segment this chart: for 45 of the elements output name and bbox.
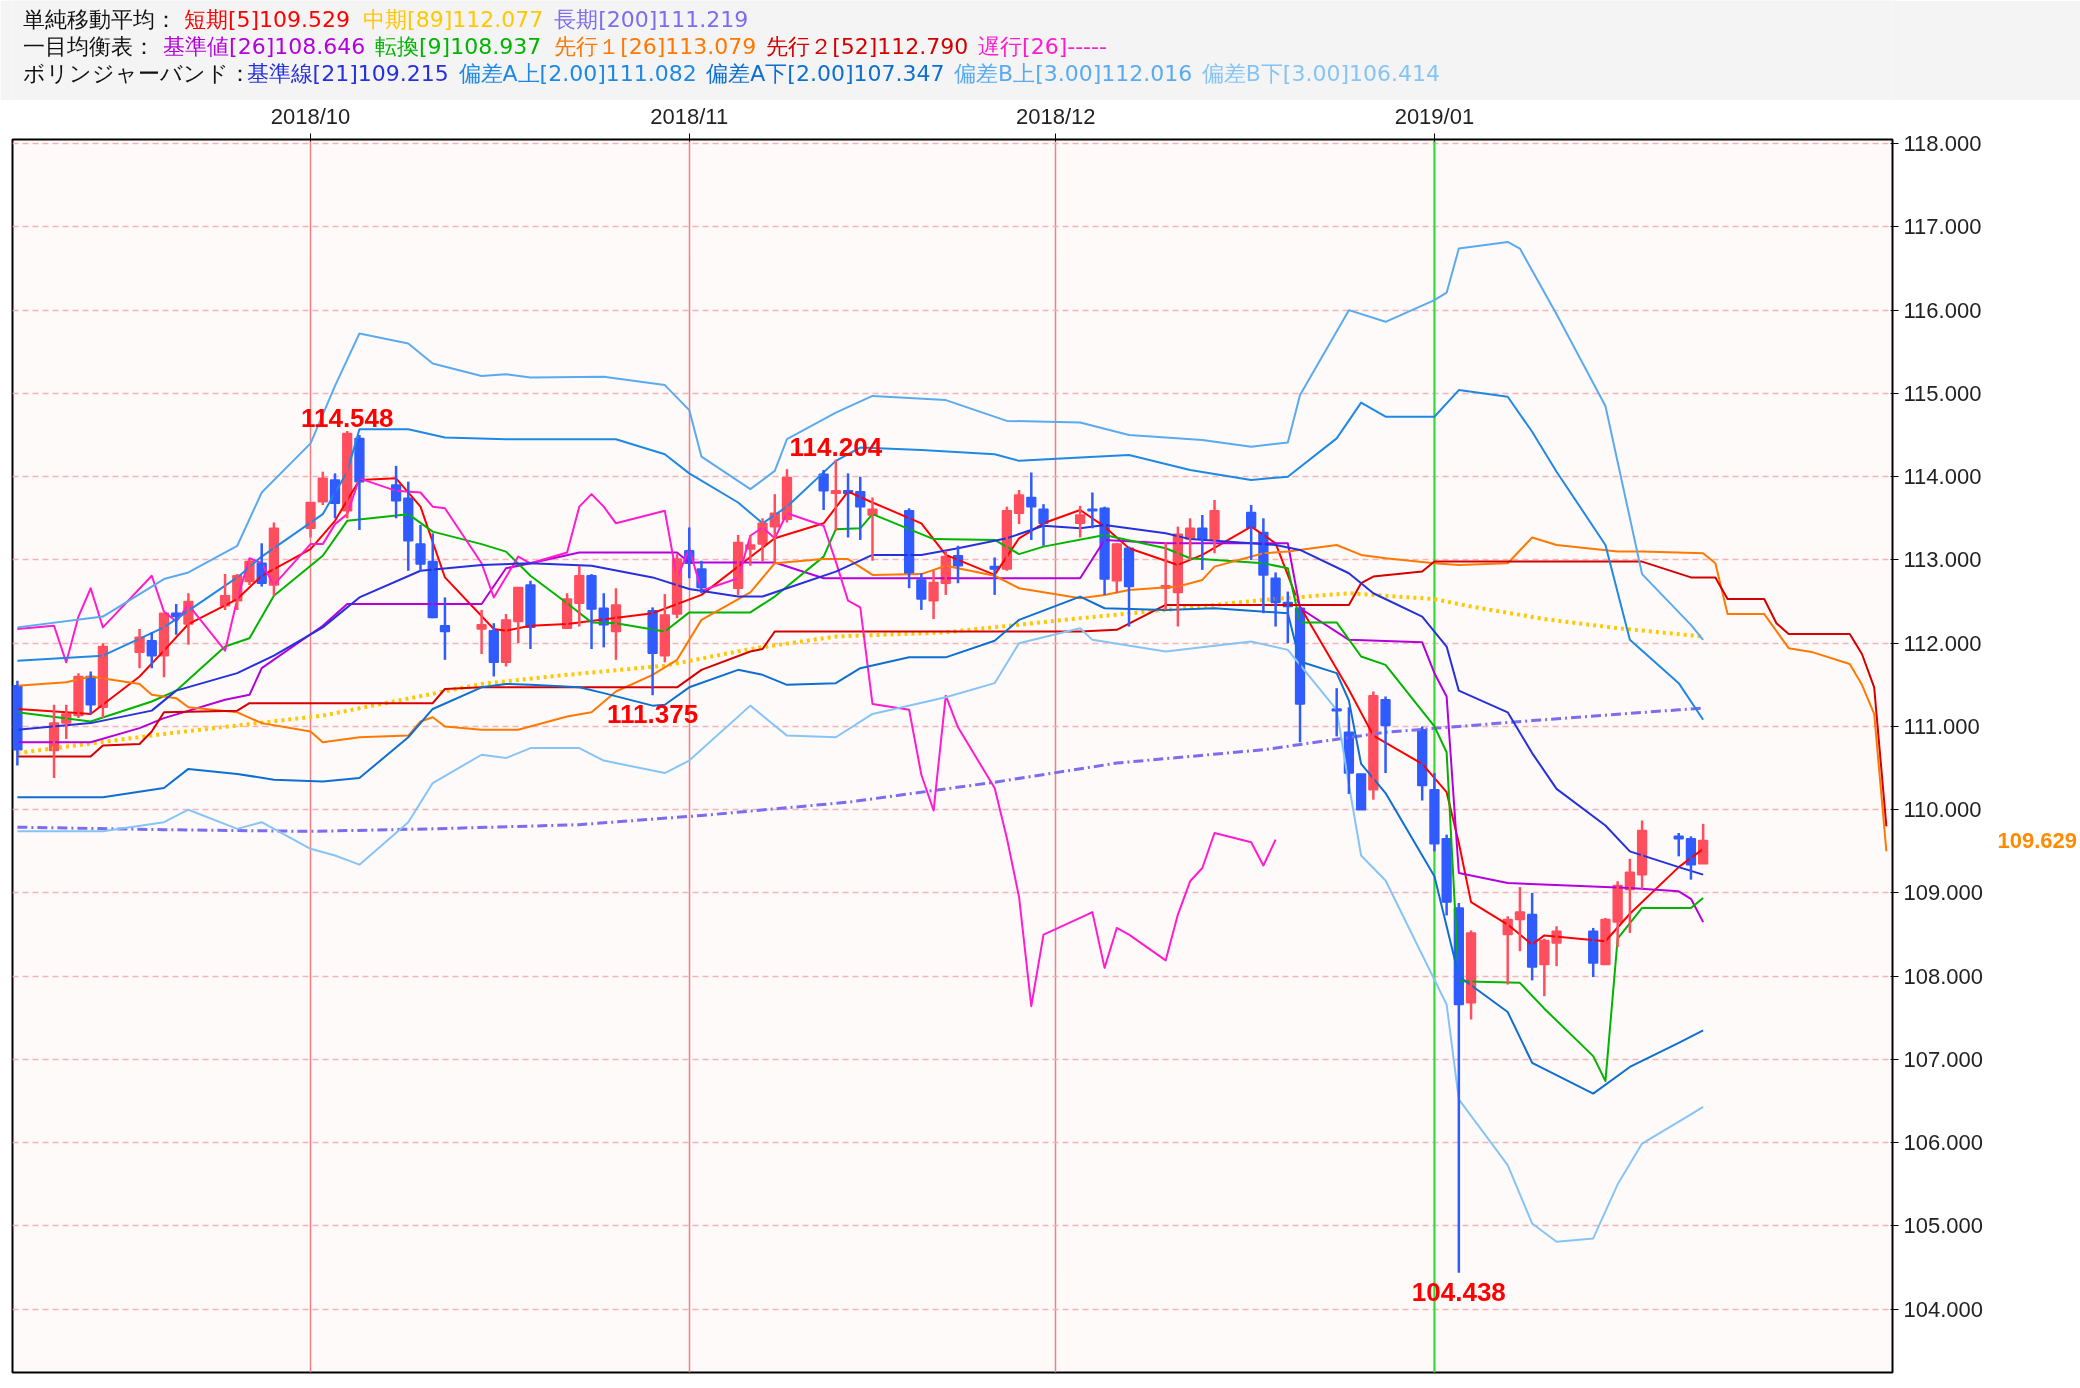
text: 一目均衡表： bbox=[23, 34, 156, 59]
line-series bbox=[16, 389, 1705, 721]
annotation: 111.375 bbox=[607, 699, 699, 730]
text: 偏差B上[3.00]112.016 bbox=[954, 61, 1193, 86]
y-tick-label: 112.000 bbox=[1903, 630, 1982, 656]
line-series bbox=[16, 477, 1277, 1008]
text: 中期[89]112.077 bbox=[363, 7, 544, 32]
annotation: 114.204 bbox=[789, 431, 883, 462]
line-series bbox=[16, 595, 1705, 1095]
y-tick-label: 110.000 bbox=[1903, 797, 1982, 823]
text: 遅行[26]----- bbox=[978, 34, 1107, 59]
y-tick-label: 115.000 bbox=[1903, 380, 1982, 406]
y-tick-label: 104.000 bbox=[1903, 1296, 1984, 1322]
y-tick-label: 116.000 bbox=[1903, 297, 1982, 323]
x-tick-label: 2018/10 bbox=[270, 103, 351, 129]
y-tick-label: 106.000 bbox=[1903, 1130, 1984, 1156]
text: 偏差A下[2.00]107.347 bbox=[706, 61, 945, 86]
text: 基準値[26]108.646 bbox=[163, 34, 366, 59]
y-tick-label: 114.000 bbox=[1903, 464, 1982, 490]
x-tick-label: 2018/11 bbox=[650, 103, 729, 129]
y-tick-label: 118.000 bbox=[1903, 131, 1982, 157]
text: 転換[9]108.937 bbox=[375, 34, 542, 59]
x-tick-label: 2018/12 bbox=[1015, 103, 1096, 129]
text: 先行１[26]113.079 bbox=[554, 34, 757, 59]
text: 偏差A上[2.00]111.082 bbox=[458, 61, 697, 86]
y-tick-label: 113.000 bbox=[1903, 547, 1982, 573]
y-tick-label: 107.000 bbox=[1903, 1046, 1984, 1072]
line-series bbox=[16, 536, 1888, 853]
text: 先行２[52]112.790 bbox=[766, 34, 969, 59]
y-tick-label: 117.000 bbox=[1903, 214, 1982, 240]
text: 偏差B下[3.00]106.414 bbox=[1201, 61, 1440, 86]
line-series bbox=[16, 560, 1888, 828]
line-series bbox=[16, 240, 1705, 641]
y-tick-label: 111.000 bbox=[1903, 713, 1980, 739]
line-series bbox=[16, 538, 1705, 924]
y-tick-label: 108.000 bbox=[1903, 963, 1984, 989]
line-series bbox=[16, 627, 1705, 1243]
text: 長期[200]111.219 bbox=[554, 7, 749, 32]
text: 短期[5]109.529 bbox=[183, 7, 351, 32]
text: 109.629 bbox=[1997, 828, 2078, 854]
text: 単純移動平均： bbox=[23, 7, 178, 32]
x-tick-label: 2019/01 bbox=[1394, 103, 1475, 129]
candlestick bbox=[1355, 772, 1367, 811]
y-tick-label: 109.000 bbox=[1903, 880, 1984, 906]
y-tick-label: 105.000 bbox=[1903, 1213, 1984, 1239]
